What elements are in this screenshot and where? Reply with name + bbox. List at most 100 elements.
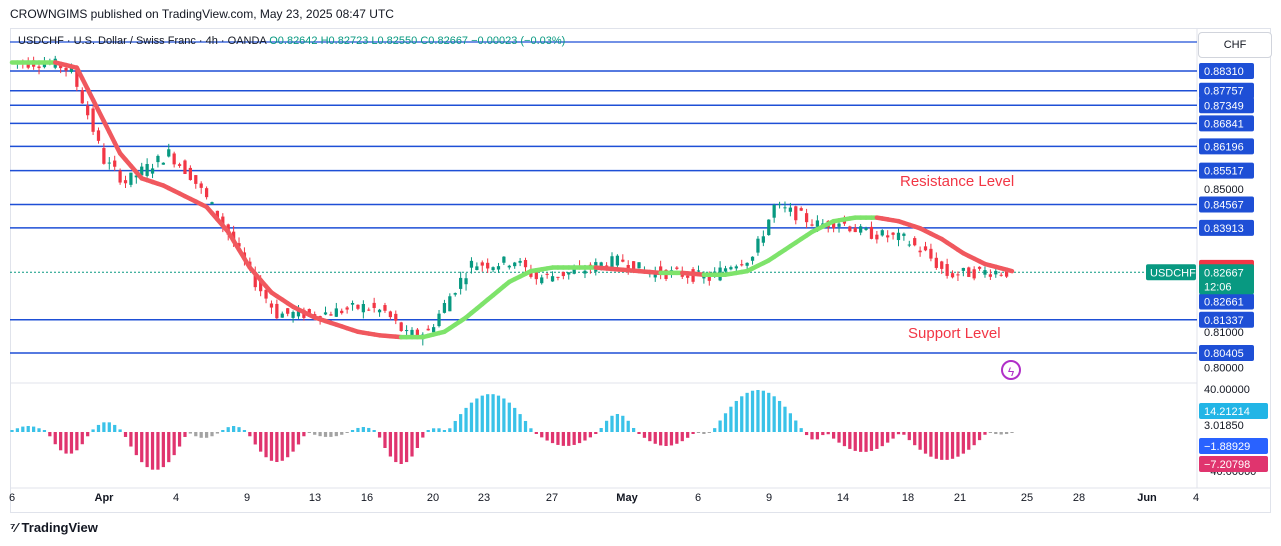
oscillator-bar xyxy=(237,427,241,432)
oscillator-bar xyxy=(345,432,349,433)
oscillator-bar xyxy=(377,432,382,438)
oscillator-bar xyxy=(53,432,57,445)
level-tag xyxy=(1199,63,1254,79)
level-tag xyxy=(1199,162,1254,179)
bolt-icon[interactable]: ϟ xyxy=(1001,360,1021,380)
candle-body xyxy=(723,268,728,272)
candle-body xyxy=(264,289,268,299)
candle-body xyxy=(388,311,392,318)
oscillator-bar xyxy=(529,428,533,432)
candle-body xyxy=(383,305,387,311)
candle-body xyxy=(204,188,209,198)
oscillator-bar xyxy=(491,394,495,432)
support-annotation: Support Level xyxy=(908,325,1001,342)
candle-body xyxy=(210,202,214,205)
oscillator-bar xyxy=(334,432,338,437)
candle-body xyxy=(615,255,620,266)
oscillator-bar xyxy=(199,432,203,438)
level-tag-label: 0.86196 xyxy=(1204,141,1244,153)
candle-body xyxy=(415,329,420,336)
oscillator-bar xyxy=(383,432,387,448)
oscillator-bar xyxy=(210,432,214,437)
candle-body xyxy=(150,168,155,174)
oscillator-bar xyxy=(734,400,738,432)
publisher-header: CROWNGIMS published on TradingView.com, … xyxy=(10,7,394,21)
candle-body xyxy=(107,162,111,164)
oscillator-bar xyxy=(642,432,647,438)
oscillator-bar xyxy=(329,432,333,437)
oscillator-bar xyxy=(556,432,560,445)
time-axis-label: May xyxy=(616,492,638,504)
oscillator-bar xyxy=(10,430,14,432)
oscillator-bar xyxy=(918,432,922,450)
oscillator-bar xyxy=(48,432,52,437)
oscillator-bar xyxy=(350,430,355,432)
candle-body xyxy=(334,308,338,317)
oscillator-bar xyxy=(675,432,679,444)
candle-body xyxy=(907,244,911,246)
tradingview-logo[interactable]: ⁷⁄ TradingView xyxy=(10,520,98,535)
oscillator-bar xyxy=(604,420,609,432)
level-tag-label: 0.85517 xyxy=(1204,166,1244,178)
symbol-tag xyxy=(1146,264,1196,281)
oscillator-bar xyxy=(983,432,987,435)
candle-body xyxy=(934,257,938,268)
oscillator-bar xyxy=(156,432,160,470)
oscillator-bar xyxy=(588,432,592,438)
price-axis-label: 0.80000 xyxy=(1204,362,1244,374)
candle-body xyxy=(345,307,349,310)
oscillator-bar xyxy=(913,432,917,446)
candle-body xyxy=(42,63,47,68)
level-tag-label: 0.81337 xyxy=(1204,315,1244,327)
candle-body xyxy=(123,180,128,184)
oscillator-bar xyxy=(750,390,755,432)
oscillator-bar xyxy=(821,432,825,436)
candle-body xyxy=(842,220,847,224)
level-tag xyxy=(1199,82,1254,99)
time-axis-label: 6 xyxy=(695,492,701,504)
candle-body xyxy=(80,90,84,104)
candle-body xyxy=(404,330,409,332)
tv-logo-icon: ⁷⁄ xyxy=(10,520,18,535)
oscillator-bar xyxy=(286,432,290,458)
oscillator-bar xyxy=(977,432,982,441)
tradingview-logo-text: TradingView xyxy=(21,520,98,535)
oscillator-bar xyxy=(21,426,25,432)
oscillator-bar xyxy=(59,432,63,451)
candle-body xyxy=(950,273,955,278)
oscillator-bar xyxy=(572,432,576,445)
candle-body xyxy=(929,248,933,259)
candle-body xyxy=(486,262,490,269)
candle-body xyxy=(275,303,279,319)
symbol-legend[interactable]: USDCHF · U.S. Dollar / Swiss Franc · 4h … xyxy=(18,35,565,47)
level-tag-label: 0.80405 xyxy=(1204,348,1244,360)
level-tag-label: 0.83913 xyxy=(1204,223,1244,235)
symbol-tag-label: USDCHF xyxy=(1150,267,1196,279)
currency-selector[interactable]: CHF xyxy=(1198,32,1272,58)
candle-body xyxy=(323,312,328,315)
oscillator-bar xyxy=(150,432,155,470)
candle-body xyxy=(956,274,960,276)
candle-body xyxy=(945,264,949,276)
oscillator-bar xyxy=(172,432,176,456)
candle-body xyxy=(437,313,441,327)
oscillator-bar xyxy=(221,430,225,432)
oscillator-bar xyxy=(421,432,425,438)
candle-body xyxy=(75,70,79,87)
candle-body xyxy=(550,276,555,282)
candle-body xyxy=(783,207,787,209)
candle-body xyxy=(199,183,203,188)
oscillator-bar xyxy=(107,422,111,432)
oscillator-bar xyxy=(296,432,301,445)
candle-body xyxy=(118,170,122,183)
candle-body xyxy=(280,313,284,318)
candle-body xyxy=(86,105,90,116)
oscillator-bar xyxy=(307,432,311,433)
oscillator-bar xyxy=(134,432,138,456)
time-axis-label: 16 xyxy=(361,492,373,504)
candle-body xyxy=(788,207,792,212)
oscillator-bar xyxy=(86,432,90,437)
oscillator-bar xyxy=(183,432,187,437)
candle-body xyxy=(221,216,225,227)
